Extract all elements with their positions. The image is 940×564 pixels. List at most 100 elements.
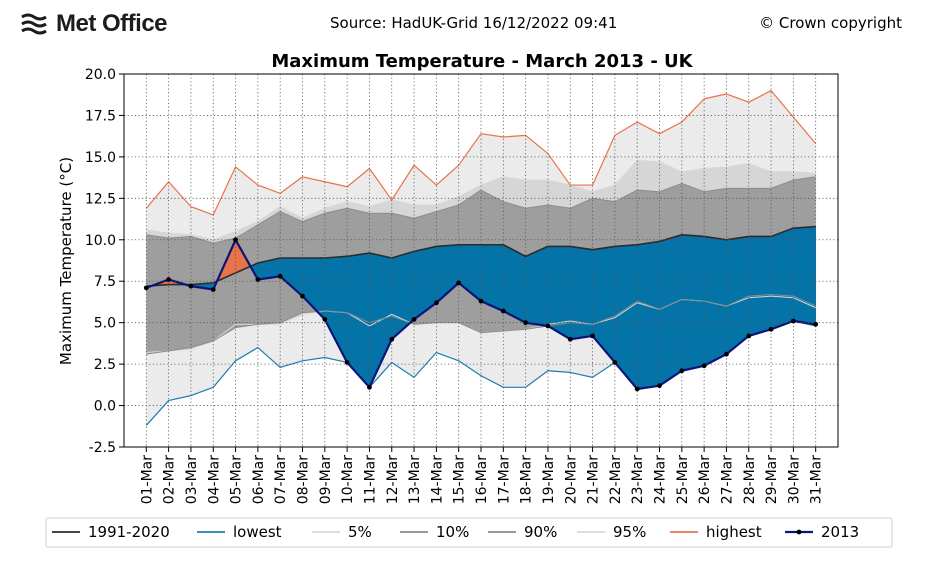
- legend-label-lowest: lowest: [233, 523, 282, 541]
- x-tick-label: 02-Mar: [162, 455, 178, 505]
- y-tick-label: -2.5: [89, 440, 116, 456]
- marker-2013: [724, 351, 729, 357]
- marker-2013: [411, 316, 417, 322]
- legend-label-highest: highest: [706, 523, 762, 541]
- x-tick-label: 09-Mar: [318, 455, 334, 505]
- axes: -2.5 0.0 2.5 5.0 7.5 10.0 12.5 15.0 17.5 20.0 01-M…: [85, 67, 839, 505]
- legend-label-p95: 95%: [613, 523, 646, 541]
- marker-2013: [634, 386, 640, 392]
- y-axis-label: Maximum Temperature (°C): [57, 157, 75, 365]
- marker-2013: [166, 277, 172, 282]
- y-tick-label: 7.5: [94, 274, 116, 290]
- marker-2013: [233, 237, 238, 243]
- marker-2013: [478, 298, 484, 304]
- marker-2013: [612, 360, 618, 365]
- marker-2013: [657, 383, 662, 389]
- source-label: Source: HadUK-Grid 16/12/2022 09:41: [330, 14, 618, 32]
- anomaly-segment: [570, 246, 593, 340]
- y-tick-label: 10.0: [85, 233, 116, 249]
- marker-2013: [433, 300, 439, 306]
- x-tick-label: 01-Mar: [139, 455, 155, 505]
- logo-text: Met Office: [56, 10, 168, 37]
- series-2013-markers: [143, 237, 819, 392]
- marker-2013: [367, 384, 372, 390]
- legend-label-p90: 90%: [524, 523, 557, 541]
- anomaly-segment: [503, 244, 526, 324]
- x-tick-label: 29-Mar: [764, 455, 780, 505]
- marker-2013: [590, 333, 595, 339]
- anomaly-fill: [146, 226, 816, 390]
- legend-label-p5: 5%: [348, 523, 372, 541]
- x-tick-label: 28-Mar: [742, 455, 758, 505]
- y-tick-label: 15.0: [85, 150, 116, 166]
- marker-2013: [790, 318, 796, 324]
- marker-2013: [813, 321, 819, 327]
- x-tick-label: 30-Mar: [786, 455, 802, 505]
- x-tick-label: 31-Mar: [809, 455, 825, 505]
- marker-2013: [210, 287, 216, 292]
- x-tick-label: 26-Mar: [697, 455, 713, 505]
- grid: [124, 73, 838, 448]
- x-tick-label: 06-Mar: [251, 455, 267, 505]
- x-tick-label: 14-Mar: [429, 455, 445, 505]
- marker-2013: [389, 336, 395, 342]
- x-tick-label: 19-Mar: [541, 455, 557, 505]
- y-tick-label: 17.5: [85, 108, 116, 124]
- x-tick-label: 15-Mar: [452, 455, 468, 505]
- legend-box: [45, 517, 893, 548]
- legend-label-p10: 10%: [436, 523, 469, 541]
- marker-2013: [300, 293, 305, 299]
- marker-2013: [768, 326, 774, 332]
- met-office-logo: Met Office: [20, 10, 168, 38]
- x-tick-label: 25-Mar: [675, 455, 691, 505]
- anomaly-segment: [636, 241, 660, 390]
- x-tick-label: 18-Mar: [519, 455, 535, 505]
- x-tick-label: 24-Mar: [653, 455, 669, 505]
- legend-label-mean: 1991-2020: [88, 523, 170, 541]
- anomaly-segment: [525, 246, 549, 327]
- legend: 1991-2020 lowest 5% 10% 90% 95% highest 2013: [45, 517, 893, 548]
- x-tick-label: 22-Mar: [608, 455, 624, 505]
- anomaly-segment: [681, 234, 705, 372]
- copyright-label: © Crown copyright: [759, 14, 902, 32]
- anomaly-segment: [480, 244, 504, 312]
- x-tick-label: 05-Mar: [229, 455, 245, 505]
- x-tick-label: 17-Mar: [496, 455, 512, 505]
- marker-2013: [679, 368, 685, 374]
- line-highest: [145, 89, 817, 216]
- anomaly-segment: [726, 236, 749, 355]
- legend-label-series_2013: 2013: [821, 523, 859, 541]
- x-tick-label: 12-Mar: [385, 455, 401, 505]
- anomaly-segment: [793, 226, 816, 325]
- x-tick-label: 11-Mar: [362, 455, 378, 505]
- anomaly-segment: [659, 234, 683, 387]
- met-office-wave-icon: [21, 13, 47, 35]
- x-tick-label: 03-Mar: [184, 455, 200, 505]
- x-tick-label: 13-Mar: [407, 455, 423, 505]
- marker-2013: [545, 323, 551, 329]
- anomaly-segment: [770, 227, 794, 330]
- marker-2013: [255, 277, 261, 282]
- x-tick-label: 08-Mar: [296, 455, 312, 505]
- marker-2013: [277, 273, 283, 279]
- marker-2013: [322, 316, 328, 322]
- anomaly-segment: [703, 236, 727, 367]
- legend-marker-2013: [796, 529, 802, 535]
- x-tick-label: 23-Mar: [630, 455, 646, 505]
- anomaly-segment: [748, 236, 772, 337]
- y-tick-label: 2.5: [94, 357, 116, 373]
- x-tick-label: 04-Mar: [206, 455, 222, 505]
- y-tick-label: 5.0: [94, 316, 116, 332]
- marker-2013: [188, 283, 194, 289]
- marker-2013: [523, 320, 529, 326]
- marker-2013: [746, 333, 752, 339]
- marker-2013: [143, 285, 149, 291]
- x-tick-label: 20-Mar: [563, 455, 579, 505]
- x-tick-label: 07-Mar: [273, 455, 289, 505]
- x-tick-label: 16-Mar: [474, 455, 490, 505]
- marker-2013: [701, 363, 707, 369]
- marker-2013: [567, 336, 573, 342]
- x-tick-label: 27-Mar: [719, 455, 735, 505]
- y-tick-label: 0.0: [94, 399, 116, 415]
